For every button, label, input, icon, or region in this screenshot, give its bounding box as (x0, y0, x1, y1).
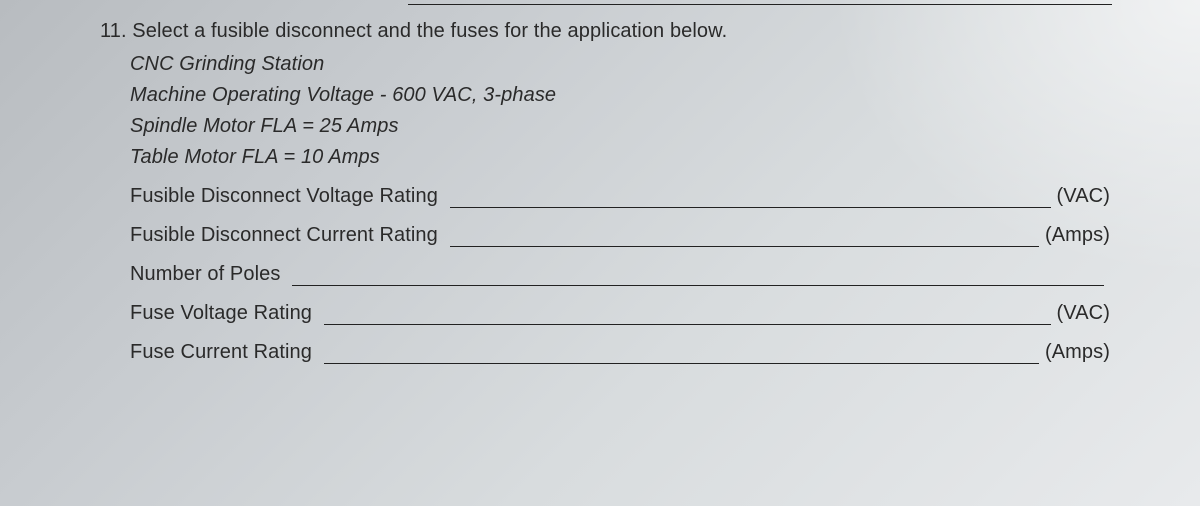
label-disconnect-current: Fusible Disconnect Current Rating (130, 224, 438, 247)
blank-disconnect-voltage[interactable] (450, 187, 1051, 208)
unit-fuse-voltage: (VAC) (1057, 302, 1110, 325)
row-fuse-current: Fuse Current Rating (Amps) (130, 341, 1110, 364)
row-disconnect-voltage: Fusible Disconnect Voltage Rating (VAC) (130, 185, 1110, 208)
row-disconnect-current: Fusible Disconnect Current Rating (Amps) (130, 224, 1110, 247)
answer-blanks: Fusible Disconnect Voltage Rating (VAC) … (130, 185, 1110, 364)
blank-disconnect-current[interactable] (450, 226, 1039, 247)
question-text: Select a fusible disconnect and the fuse… (132, 20, 727, 42)
row-fuse-voltage: Fuse Voltage Rating (VAC) (130, 302, 1110, 325)
label-fuse-voltage: Fuse Voltage Rating (130, 302, 312, 325)
given-line-4: Table Motor FLA = 10 Amps (130, 146, 1110, 169)
unit-disconnect-current: (Amps) (1045, 224, 1110, 247)
question-prompt: 11. Select a fusible disconnect and the … (100, 20, 1110, 43)
unit-disconnect-voltage: (VAC) (1057, 185, 1110, 208)
given-line-2: Machine Operating Voltage - 600 VAC, 3-p… (130, 84, 1110, 107)
blank-poles[interactable] (292, 265, 1104, 286)
question-number: 11. (100, 20, 127, 42)
header-rule (408, 4, 1112, 5)
given-line-1: CNC Grinding Station (130, 53, 1110, 76)
given-block: CNC Grinding Station Machine Operating V… (130, 53, 1110, 169)
row-poles: Number of Poles (130, 263, 1110, 286)
given-line-3: Spindle Motor FLA = 25 Amps (130, 115, 1110, 138)
blank-fuse-current[interactable] (324, 343, 1039, 364)
worksheet-page: 11. Select a fusible disconnect and the … (0, 0, 1200, 400)
label-poles: Number of Poles (130, 263, 280, 286)
label-disconnect-voltage: Fusible Disconnect Voltage Rating (130, 185, 438, 208)
label-fuse-current: Fuse Current Rating (130, 341, 312, 364)
unit-fuse-current: (Amps) (1045, 341, 1110, 364)
blank-fuse-voltage[interactable] (324, 304, 1051, 325)
